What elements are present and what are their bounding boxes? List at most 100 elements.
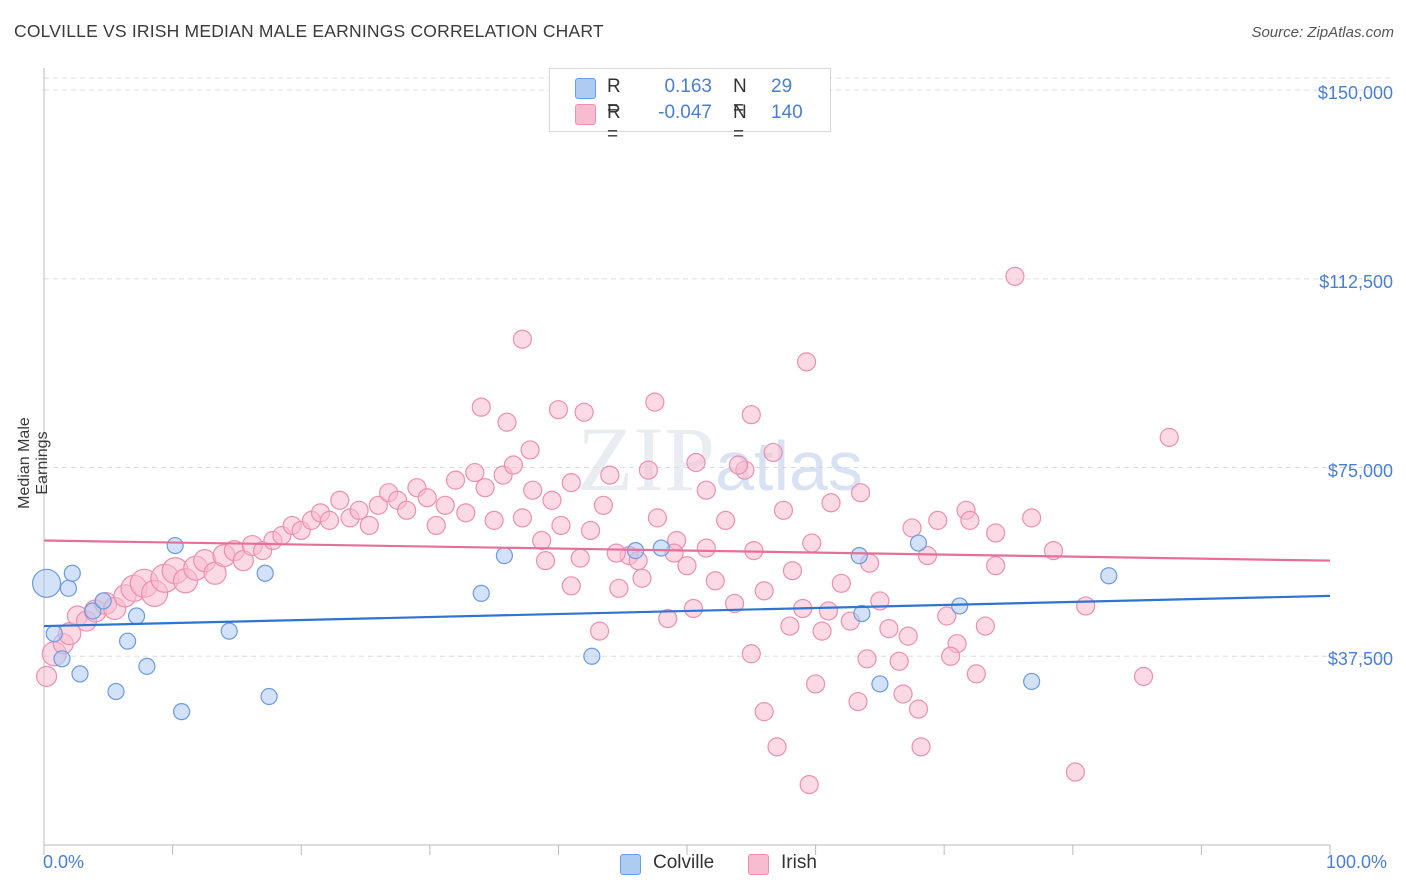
chart-title: COLVILLE VS IRISH MEDIAN MALE EARNINGS C…: [14, 21, 604, 41]
point-irish: [986, 523, 1006, 543]
point-irish: [696, 480, 716, 500]
point-irish: [465, 462, 485, 483]
point-irish: [818, 601, 839, 621]
point-irish: [975, 616, 995, 636]
point-irish: [658, 608, 678, 629]
point-irish: [917, 546, 938, 566]
point-irish: [645, 392, 665, 412]
point-irish: [1043, 540, 1064, 561]
point-irish: [593, 495, 614, 515]
point-irish: [535, 551, 556, 571]
point-irish: [705, 571, 725, 591]
point-colville: [71, 665, 89, 683]
r-label: R =: [607, 102, 621, 145]
point-irish: [330, 490, 350, 510]
point-colville: [53, 650, 71, 668]
point-colville: [173, 703, 191, 721]
x-tick-label-min: 0.0%: [43, 852, 85, 872]
point-colville: [472, 584, 490, 602]
r-label: R =: [607, 76, 621, 119]
y-tick-label: $112,500: [1319, 271, 1393, 292]
point-irish: [911, 737, 931, 757]
point-irish: [960, 510, 980, 530]
point-irish: [799, 775, 819, 795]
point-irish: [512, 508, 532, 528]
point-irish: [523, 480, 543, 500]
point-irish: [821, 493, 841, 513]
point-colville: [583, 647, 601, 665]
point-colville: [260, 687, 278, 706]
n-value: 29: [771, 76, 793, 97]
point-irish: [435, 495, 455, 515]
point-irish: [542, 490, 562, 510]
point-irish: [589, 621, 610, 641]
trendline-colville: [43, 594, 1331, 628]
point-irish: [754, 581, 774, 601]
point-irish: [497, 412, 517, 432]
irish-swatch: [748, 854, 769, 875]
point-colville: [850, 547, 868, 565]
point-colville: [31, 568, 62, 598]
point-irish: [941, 646, 961, 666]
point-colville: [166, 536, 184, 555]
point-irish: [889, 651, 909, 671]
point-irish: [580, 520, 601, 541]
colville-swatch: [620, 854, 641, 875]
point-colville: [871, 675, 889, 693]
point-colville: [256, 564, 274, 582]
point-irish: [609, 578, 629, 598]
point-irish: [728, 455, 749, 475]
point-colville: [118, 632, 137, 650]
point-irish: [812, 621, 832, 641]
point-colville: [220, 622, 238, 640]
point-irish: [484, 510, 504, 530]
point-irish: [851, 483, 871, 503]
point-irish: [1022, 508, 1042, 528]
point-irish: [606, 543, 626, 563]
point-irish: [857, 649, 877, 669]
point-irish: [724, 593, 745, 614]
point-irish: [1005, 266, 1025, 286]
point-irish: [1133, 666, 1154, 687]
x-tick-label-max: 100.0%: [1326, 852, 1388, 872]
point-irish: [570, 548, 590, 568]
point-irish: [986, 556, 1006, 576]
r-value: 0.163: [664, 76, 712, 97]
point-irish: [503, 455, 523, 475]
axes: [43, 68, 1331, 855]
y-tick-label: $75,000: [1327, 460, 1393, 481]
legend-label: Irish: [781, 852, 817, 873]
point-irish: [520, 440, 540, 460]
point-irish: [908, 699, 929, 719]
point-irish: [696, 538, 716, 558]
point-irish: [349, 500, 369, 520]
point-irish: [368, 495, 388, 515]
point-irish: [966, 664, 986, 684]
point-irish: [417, 488, 437, 508]
point-irish: [805, 674, 826, 694]
point-colville: [495, 547, 513, 565]
point-irish: [35, 665, 58, 688]
point-colville: [853, 604, 871, 623]
point-irish: [893, 684, 913, 704]
point-irish: [638, 460, 659, 480]
point-irish: [767, 737, 787, 757]
trendline-irish: [43, 539, 1331, 562]
point-irish: [561, 576, 581, 596]
point-colville: [84, 602, 102, 620]
point-irish: [647, 508, 668, 528]
point-irish: [773, 500, 794, 520]
point-irish: [741, 405, 761, 425]
point-irish: [754, 702, 774, 722]
n-label: N =: [733, 102, 747, 145]
data-points: [31, 266, 1179, 795]
point-colville: [909, 534, 928, 552]
point-irish: [937, 606, 957, 626]
point-irish: [532, 530, 552, 551]
point-irish: [574, 402, 594, 422]
point-irish: [802, 533, 822, 553]
point-irish: [632, 568, 652, 588]
point-irish: [548, 400, 569, 420]
point-irish: [1076, 596, 1096, 616]
